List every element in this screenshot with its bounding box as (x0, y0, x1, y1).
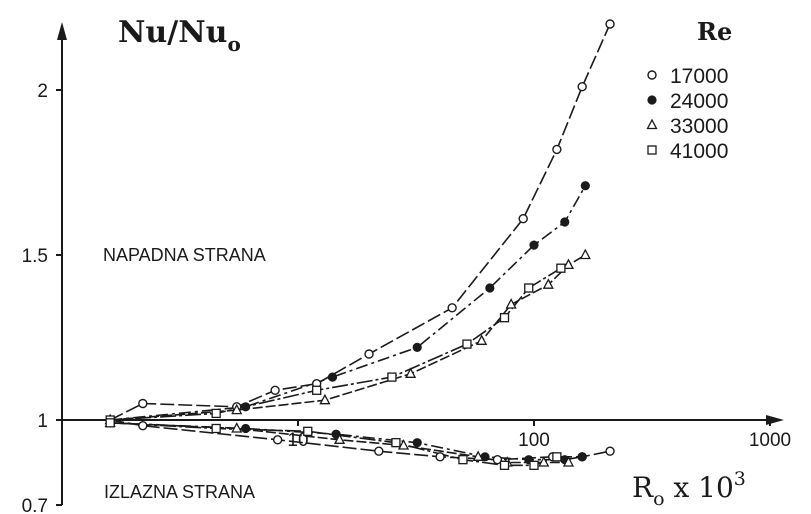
x-axis-title: Ro x 103 (632, 468, 746, 510)
point-17000-upper-9 (577, 81, 587, 92)
point-41000-lower-4 (458, 455, 468, 465)
point-24000-upper-3 (412, 342, 422, 352)
point-33000-lower-2 (333, 433, 346, 444)
point-33000-lower-6 (538, 456, 550, 467)
point-33000-upper-6 (542, 278, 554, 289)
legend-marker-33000 (646, 118, 658, 130)
point-24000-upper-1 (241, 402, 251, 412)
y-axis-arrow (57, 22, 67, 40)
point-33000-lower-4 (472, 450, 484, 461)
point-24000-lower-3 (412, 438, 422, 448)
point-17000-lower-2 (272, 435, 283, 445)
y-tick-label-2: 1.5 (22, 246, 48, 267)
point-41000-upper-7 (556, 263, 566, 273)
y-tick-label-1: 1 (37, 411, 48, 432)
point-17000-lower-3 (374, 446, 384, 456)
point-41000-upper-6 (524, 283, 534, 293)
curve-24000-lower (110, 422, 583, 461)
point-33000-upper-1 (231, 403, 243, 415)
point-41000-lower-0 (105, 418, 115, 428)
point-33000-lower-3 (397, 439, 410, 450)
curve-33000-upper (110, 254, 586, 421)
legend-label-17000: 17000 (670, 65, 728, 88)
point-41000-upper-4 (462, 339, 472, 349)
point-41000-upper-1 (211, 408, 221, 419)
legend-marker-17000 (647, 70, 657, 80)
point-17000-lower-1 (138, 420, 148, 431)
point-17000-lower-4 (435, 452, 445, 462)
point-17000-upper-7 (518, 213, 528, 224)
point-33000-lower-7 (562, 456, 575, 467)
point-17000-upper-1 (138, 398, 148, 409)
point-24000-lower-7 (577, 452, 587, 462)
curve-41000-lower (110, 422, 558, 467)
point-33000-upper-2 (319, 393, 331, 405)
point-33000-upper-8 (579, 248, 591, 260)
y-tick-label-0: 0.7 (22, 496, 48, 514)
point-41000-upper-5 (499, 313, 510, 323)
x-axis-arrow (766, 415, 784, 425)
point-41000-lower-3 (391, 438, 401, 448)
point-33000-upper-7 (562, 258, 575, 270)
legend-label-41000: 41000 (670, 140, 728, 163)
point-33000-upper-3 (405, 367, 417, 378)
point-17000-upper-5 (364, 349, 374, 359)
legend-label-24000: 24000 (670, 90, 728, 113)
point-24000-upper-6 (560, 217, 570, 227)
point-41000-lower-2 (303, 426, 313, 436)
point-24000-lower-1 (241, 423, 251, 434)
point-41000-lower-6 (529, 460, 539, 470)
point-17000-lower-5 (492, 454, 503, 465)
x-tick-label-2: 1000 (749, 430, 791, 451)
point-24000-upper-4 (485, 283, 495, 293)
point-17000-upper-6 (447, 303, 457, 313)
curve-17000-upper (109, 23, 611, 421)
point-24000-upper-7 (580, 181, 590, 191)
annotation-izlazna-strana: IZLAZNA STRANA (104, 482, 255, 502)
point-41000-upper-2 (312, 385, 322, 395)
curve-41000-upper (110, 267, 562, 421)
legend-marker-41000 (647, 145, 657, 155)
y-tick-label-3: 2 (37, 81, 48, 102)
point-41000-lower-1 (211, 423, 221, 434)
x-tick-label-1: 100 (518, 430, 550, 451)
point-33000-upper-4 (476, 334, 488, 345)
point-17000-upper-3 (270, 385, 280, 395)
legend-marker-24000 (647, 95, 657, 105)
point-41000-lower-7 (552, 452, 562, 462)
point-33000-lower-1 (231, 422, 243, 433)
annotation-napadna-strana: NAPADNA STRANA (103, 245, 266, 265)
legend-label-33000: 33000 (670, 115, 728, 138)
y-axis-title: Nu/Nuo (118, 15, 241, 56)
point-41000-upper-3 (387, 372, 397, 382)
point-41000-lower-5 (499, 460, 510, 470)
point-17000-lower-8 (605, 446, 615, 456)
point-24000-upper-5 (529, 240, 539, 250)
point-24000-upper-2 (327, 372, 338, 382)
data-markers (104, 19, 615, 470)
point-24000-lower-2 (331, 429, 341, 439)
point-17000-upper-10 (605, 19, 615, 29)
point-17000-upper-8 (552, 144, 562, 155)
point-33000-upper-5 (505, 298, 517, 309)
legend-title: Re (697, 17, 732, 46)
